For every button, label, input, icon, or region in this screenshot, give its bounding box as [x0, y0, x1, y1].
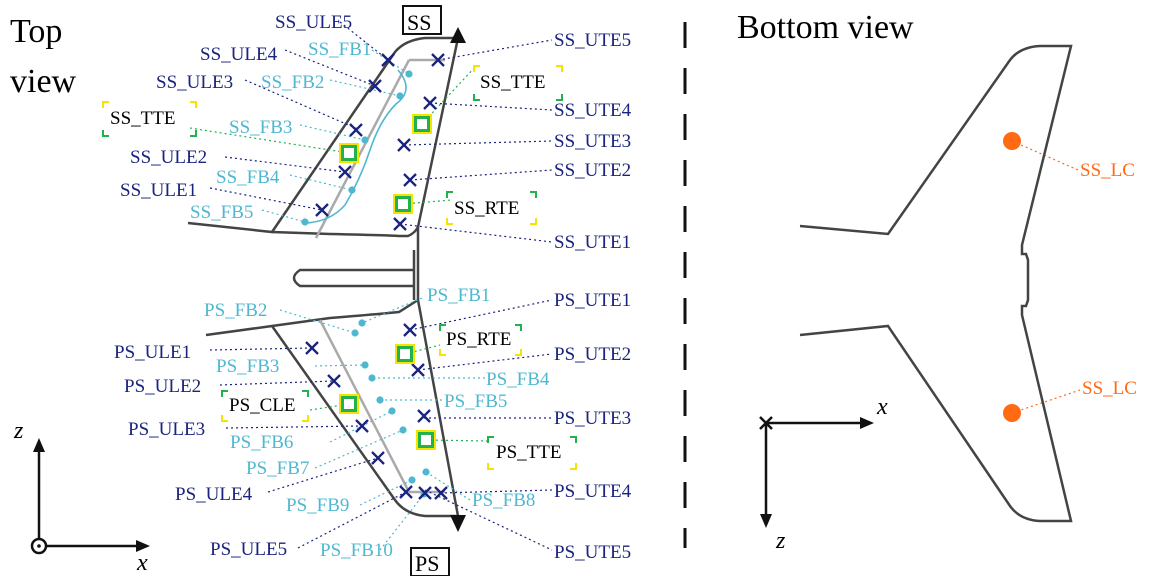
ss-tte-right-label: SS_TTE	[480, 72, 545, 93]
ss-fb4-label: SS_FB4	[216, 167, 280, 188]
ss-ute3-label: SS_UTE3	[554, 131, 631, 152]
bottom-view-z-axis-label: z	[775, 528, 786, 554]
lc-sensor-bottom-dot	[1003, 404, 1021, 422]
top-view-axes	[30, 438, 150, 555]
ps-fb6-label: PS_FB6	[230, 432, 293, 453]
ps-ute1-label: PS_UTE1	[554, 290, 631, 311]
ss-ule2-label: SS_ULE2	[130, 147, 207, 168]
top-view-title-line2: view	[10, 63, 77, 100]
ps-ute4-label: PS_UTE4	[554, 481, 632, 502]
ps-fb1-label: PS_FB1	[427, 285, 490, 306]
ss-marker-box	[402, 5, 442, 35]
ss-ule5-label: SS_ULE5	[275, 12, 352, 33]
ss-ule4-label: SS_ULE4	[200, 44, 278, 65]
ss-ule1-label: SS_ULE1	[120, 180, 197, 201]
fiber-points	[301, 70, 430, 498]
rosette-sensors	[339, 114, 436, 450]
ps-ule3-label: PS_ULE3	[128, 419, 205, 440]
ss-rte-label: SS_RTE	[454, 198, 519, 219]
ss-fb5-label: SS_FB5	[190, 202, 253, 223]
ss-fb3-label: SS_FB3	[229, 117, 292, 138]
ps-ule4-label: PS_ULE4	[175, 484, 253, 505]
top-view-z-axis-label: z	[13, 418, 24, 444]
ps-cle-label: PS_CLE	[229, 395, 296, 416]
ps-ute5-label: PS_UTE5	[554, 542, 631, 563]
ss-ule3-label: SS_ULE3	[156, 72, 233, 93]
ss-ute1-label: SS_UTE1	[554, 232, 631, 253]
label-brackets	[102, 65, 577, 470]
ps-fb10-label: PS_FB10	[320, 540, 393, 561]
ss-lc-bottom-label: SS_LC	[1082, 378, 1137, 399]
ss-ute2-label: SS_UTE2	[554, 160, 631, 181]
ss-fb2-label: SS_FB2	[261, 72, 324, 93]
ps-fb3-label: PS_FB3	[216, 356, 279, 377]
ps-ule1-label: PS_ULE1	[114, 342, 191, 363]
ss-fiber-curve	[304, 69, 407, 224]
ss-marker: SS	[407, 10, 431, 35]
ss-lc-top-label: SS_LC	[1080, 160, 1135, 181]
ss-ute5-label: SS_UTE5	[554, 30, 631, 51]
ps-marker-box	[410, 547, 450, 576]
ps-ute3-label: PS_UTE3	[554, 408, 631, 429]
tail-fin	[292, 268, 414, 288]
top-view-title-line1: Top	[10, 13, 62, 50]
ps-fb7-label: PS_FB7	[246, 458, 309, 479]
ps-ule2-label: PS_ULE2	[124, 376, 201, 397]
ss-tte-left-label: SS_TTE	[110, 108, 175, 129]
leader-lines	[189, 21, 1081, 551]
ps-fb9-label: PS_FB9	[286, 495, 349, 516]
ps-ule5-label: PS_ULE5	[210, 539, 287, 560]
ps-marker: PS	[415, 551, 439, 576]
top-view-structure	[187, 36, 460, 518]
bottom-view-outline	[799, 44, 1073, 523]
ps-ute2-label: PS_UTE2	[554, 344, 631, 365]
bottom-view-title: Bottom view	[737, 9, 914, 46]
lc-sensor-top-dot	[1003, 132, 1021, 150]
sensor-x-markers	[305, 53, 448, 500]
ps-arrow-icon	[450, 515, 466, 532]
ps-fb4-label: PS_FB4	[486, 369, 550, 390]
top-view-x-axis-label: x	[136, 550, 148, 576]
ss-ute4-label: SS_UTE4	[554, 100, 632, 121]
ps-rte-label: PS_RTE	[446, 329, 511, 350]
ps-wing-outline	[205, 297, 460, 518]
bottom-view-axes	[759, 416, 874, 528]
ss-arrow-icon	[450, 27, 466, 43]
ps-fb2-label: PS_FB2	[204, 300, 267, 321]
ss-wing-outline	[187, 36, 460, 238]
bottom-view-x-axis-label: x	[876, 394, 888, 420]
ps-tte-label: PS_TTE	[496, 442, 561, 463]
ss-fb1-label: SS_FB1	[308, 39, 371, 60]
ps-fb5-label: PS_FB5	[444, 391, 507, 412]
ps-fb8-label: PS_FB8	[472, 490, 535, 511]
